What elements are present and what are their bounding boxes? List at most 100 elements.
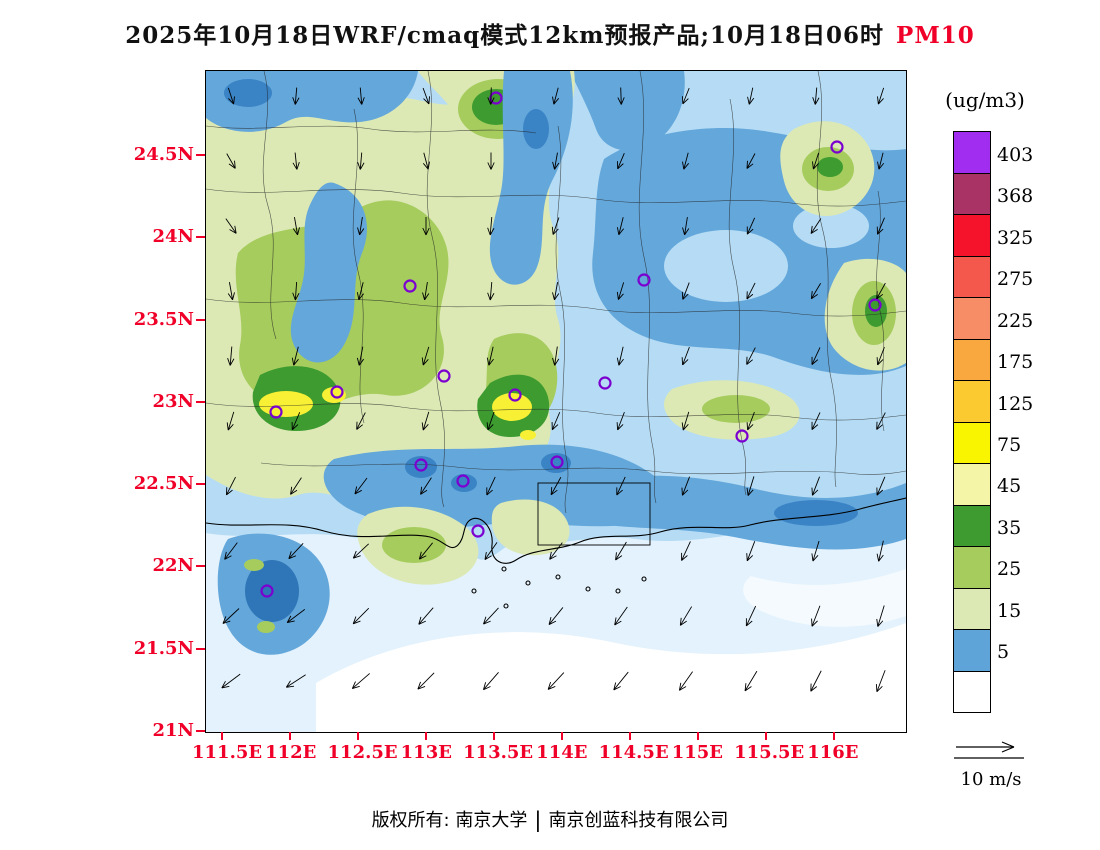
forecast-map <box>206 71 906 732</box>
city-marker <box>830 140 844 154</box>
wind-arrow <box>745 605 757 627</box>
wind-arrow <box>552 282 560 301</box>
wind-arrow <box>226 476 236 496</box>
wind-arrow <box>227 87 235 105</box>
footer-separator: | <box>534 808 542 832</box>
x-tick-mark <box>289 732 291 740</box>
wind-arrow <box>420 477 432 495</box>
wind-arrow <box>421 411 430 431</box>
y-tick-mark <box>196 400 205 403</box>
wind-arrow <box>418 542 433 560</box>
colorbar-segment <box>954 380 990 422</box>
wind-arrow <box>682 152 690 170</box>
colorbar-segment <box>954 297 990 339</box>
colorbar-unit-label: (ug/m3) <box>945 88 1025 112</box>
wind-arrow <box>616 411 625 431</box>
wind-arrow <box>422 282 430 301</box>
wind-arrow <box>221 673 241 689</box>
y-axis-label: 23N <box>152 390 194 412</box>
city-marker <box>550 455 564 469</box>
city-marker <box>471 524 485 538</box>
y-tick-mark <box>196 318 205 321</box>
x-tick-mark <box>357 732 359 740</box>
wind-arrow <box>744 670 758 692</box>
y-axis-label: 21.5N <box>133 637 194 659</box>
wind-arrow <box>682 87 690 105</box>
y-axis-label: 22.5N <box>133 473 194 495</box>
wind-arrow <box>876 412 886 430</box>
wind-vectors <box>221 87 886 693</box>
wind-arrow <box>285 674 306 688</box>
x-tick-mark <box>697 732 699 740</box>
city-marker <box>437 369 451 383</box>
y-axis-label: 21N <box>152 719 194 741</box>
wind-arrow <box>356 282 364 301</box>
colorbar-tick-label: 225 <box>997 309 1034 332</box>
wind-arrow <box>616 217 624 236</box>
y-axis-ticks <box>196 154 205 732</box>
colorbar-tick-label: 325 <box>997 226 1034 249</box>
wind-arrow <box>292 217 300 236</box>
wind-arrow <box>487 152 495 170</box>
wind-arrow <box>616 476 626 496</box>
city-marker <box>508 388 522 402</box>
x-axis-labels: 111.5E 112E 112.5E 113E 113.5E 114E 114.5E 115E… <box>192 742 864 763</box>
y-tick-mark <box>196 483 205 486</box>
wind-arrow <box>810 283 822 300</box>
city-marker <box>735 429 749 443</box>
colorbar-segment <box>954 132 990 173</box>
wind-arrow <box>681 346 690 366</box>
wind-arrow <box>225 218 237 234</box>
colorbar-segment <box>954 504 990 546</box>
colorbar-tick-labels: 403 368 325 275 225 175 125 75 45 35 25 15 5 <box>997 131 1057 711</box>
colorbar-segment <box>954 172 990 214</box>
wind-arrow <box>681 541 691 561</box>
wind-arrow <box>617 152 625 170</box>
city-marker <box>598 376 612 390</box>
wind-arrow <box>224 542 238 560</box>
wind-arrow <box>812 152 820 170</box>
city-marker <box>269 405 283 419</box>
x-tick-mark <box>833 732 835 740</box>
x-axis-label: 113.5E <box>463 742 534 763</box>
wind-arrow <box>227 282 235 301</box>
wind-arrow <box>877 152 885 170</box>
title-species: PM10 <box>896 22 975 49</box>
city-marker <box>414 458 428 472</box>
colorbar-tick-label: 25 <box>997 558 1022 581</box>
wind-arrow <box>682 217 690 236</box>
wind-arrow <box>681 476 691 496</box>
colorbar-segment <box>954 670 990 712</box>
x-axis-ticks <box>221 732 835 740</box>
wind-arrow <box>422 87 430 105</box>
y-axis-label: 24N <box>152 226 194 248</box>
wind-arrow <box>548 607 564 625</box>
colorbar <box>953 131 991 713</box>
wind-arrow <box>811 540 820 562</box>
x-axis-label: 112E <box>265 742 317 763</box>
wind-arrow <box>747 87 755 105</box>
wind-arrow <box>746 476 755 496</box>
y-tick-mark <box>196 236 205 239</box>
wind-arrow <box>811 412 821 430</box>
colorbar-tick-label: 275 <box>997 268 1034 291</box>
wind-arrow <box>552 346 560 366</box>
x-axis-label: 115E <box>671 742 723 763</box>
wind-arrow <box>552 152 560 170</box>
y-axis-label: 24.5N <box>133 144 194 165</box>
wind-arrow <box>417 672 435 690</box>
colorbar-tick-label: 35 <box>997 516 1022 539</box>
wind-arrow <box>352 607 370 625</box>
colorbar-segment <box>954 587 990 629</box>
x-tick-mark <box>561 732 563 740</box>
wind-arrow <box>811 347 821 365</box>
wind-arrow <box>876 540 884 562</box>
x-tick-mark <box>629 732 631 740</box>
wind-arrow <box>877 87 885 105</box>
x-axis-label: 112.5E <box>327 742 398 763</box>
coastline <box>206 482 906 609</box>
admin-boundaries <box>206 71 906 514</box>
wind-arrow <box>810 218 822 234</box>
wind-arrow <box>226 153 236 169</box>
wind-arrow <box>418 607 434 625</box>
